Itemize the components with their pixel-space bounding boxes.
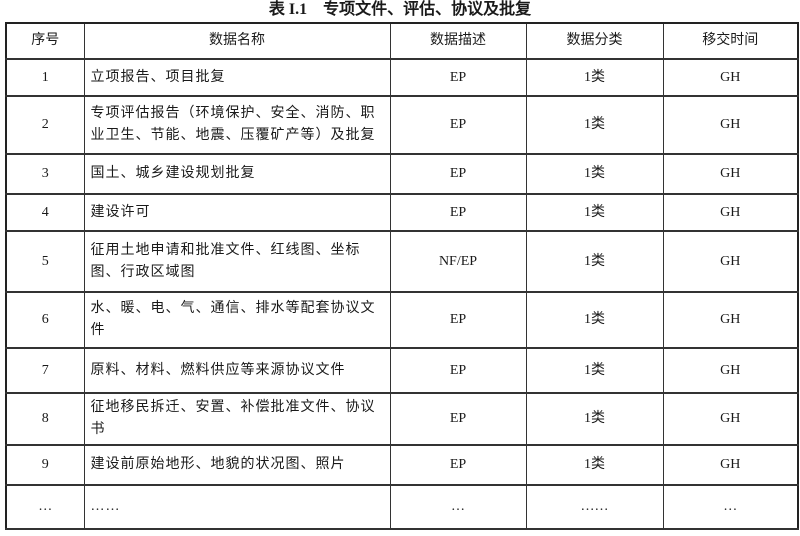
table-row: 1 立项报告、项目批复 EP 1类 GH: [5, 58, 799, 97]
table-row: 4 建设许可 EP 1类 GH: [5, 193, 799, 232]
table-row: 9 建设前原始地形、地貌的状况图、照片 EP 1类 GH: [5, 444, 799, 486]
cell-no: 5: [5, 230, 85, 293]
cell-class: 1类: [525, 291, 664, 349]
cell-class: 1类: [525, 444, 664, 486]
cell-time: GH: [662, 291, 799, 349]
cell-class: 1类: [525, 230, 664, 293]
cell-desc: EP: [389, 291, 527, 349]
cell-name: 征地移民拆迁、安置、补偿批准文件、协议书: [83, 392, 391, 446]
table-row: …………………: [5, 484, 799, 530]
cell-desc: EP: [389, 193, 527, 232]
table-row: 2 专项评估报告（环境保护、安全、消防、职业卫生、节能、地震、压覆矿产等）及批复 E…: [5, 95, 799, 155]
document-table: 序号 数据名称 数据描述 数据分类 移交时间 1 立项报告、项目批复 EP 1类 GH 2…: [5, 22, 799, 530]
cell-class: 1类: [525, 95, 664, 155]
cell-class: 1类: [525, 392, 664, 446]
cell-time: GH: [662, 347, 799, 394]
cell-class: 1类: [525, 347, 664, 394]
cell-time: GH: [662, 444, 799, 486]
cell-no: 6: [5, 291, 85, 349]
cell-desc: EP: [389, 444, 527, 486]
cell-time: GH: [662, 392, 799, 446]
cell-no: 9: [5, 444, 85, 486]
cell-desc: EP: [389, 392, 527, 446]
table-row: 3 国土、城乡建设规划批复 EP 1类 GH: [5, 153, 799, 195]
cell-time: GH: [662, 230, 799, 293]
table-title: 表 I.1 专项文件、评估、协议及批复: [268, 1, 532, 18]
cell-name: 立项报告、项目批复: [83, 58, 391, 97]
cell-desc: NF/EP: [389, 230, 527, 293]
cell-name: 原料、材料、燃料供应等来源协议文件: [83, 347, 391, 394]
cell-desc: EP: [389, 95, 527, 155]
table-row: 7 原料、材料、燃料供应等来源协议文件 EP 1类 GH: [5, 347, 799, 394]
cell-no: 4: [5, 193, 85, 232]
cell-class: 1类: [525, 58, 664, 97]
cell-no: 7: [5, 347, 85, 394]
cell-no: …: [5, 484, 85, 530]
cell-time: GH: [662, 58, 799, 97]
cell-name: 国土、城乡建设规划批复: [83, 153, 391, 195]
cell-no: 3: [5, 153, 85, 195]
cell-class: 1类: [525, 153, 664, 195]
cell-no: 2: [5, 95, 85, 155]
table-row: 5 征用土地申请和批准文件、红线图、坐标图、行政区域图 NF/EP 1类 GH: [5, 230, 799, 293]
cell-class: ……: [525, 484, 664, 530]
header-row: 序号 数据名称 数据描述 数据分类 移交时间: [5, 22, 799, 60]
header-time: 移交时间: [662, 22, 799, 60]
cell-time: GH: [662, 95, 799, 155]
cell-name: ……: [83, 484, 391, 530]
table-row: 6 水、暖、电、气、通信、排水等配套协议文件 EP 1类 GH: [5, 291, 799, 349]
header-class: 数据分类: [525, 22, 664, 60]
header-no: 序号: [5, 22, 85, 60]
cell-desc: EP: [389, 347, 527, 394]
cell-no: 8: [5, 392, 85, 446]
cell-desc: …: [389, 484, 527, 530]
cell-desc: EP: [389, 58, 527, 97]
table-row: 8 征地移民拆迁、安置、补偿批准文件、协议书 EP 1类 GH: [5, 392, 799, 446]
cell-class: 1类: [525, 193, 664, 232]
cell-name: 征用土地申请和批准文件、红线图、坐标图、行政区域图: [83, 230, 391, 293]
header-name: 数据名称: [83, 22, 391, 60]
cell-time: GH: [662, 153, 799, 195]
cell-name: 专项评估报告（环境保护、安全、消防、职业卫生、节能、地震、压覆矿产等）及批复: [83, 95, 391, 155]
cell-name: 建设前原始地形、地貌的状况图、照片: [83, 444, 391, 486]
cell-name: 建设许可: [83, 193, 391, 232]
cell-desc: EP: [389, 153, 527, 195]
cell-name: 水、暖、电、气、通信、排水等配套协议文件: [83, 291, 391, 349]
cell-time: GH: [662, 193, 799, 232]
header-desc: 数据描述: [389, 22, 527, 60]
cell-time: …: [662, 484, 799, 530]
cell-no: 1: [5, 58, 85, 97]
